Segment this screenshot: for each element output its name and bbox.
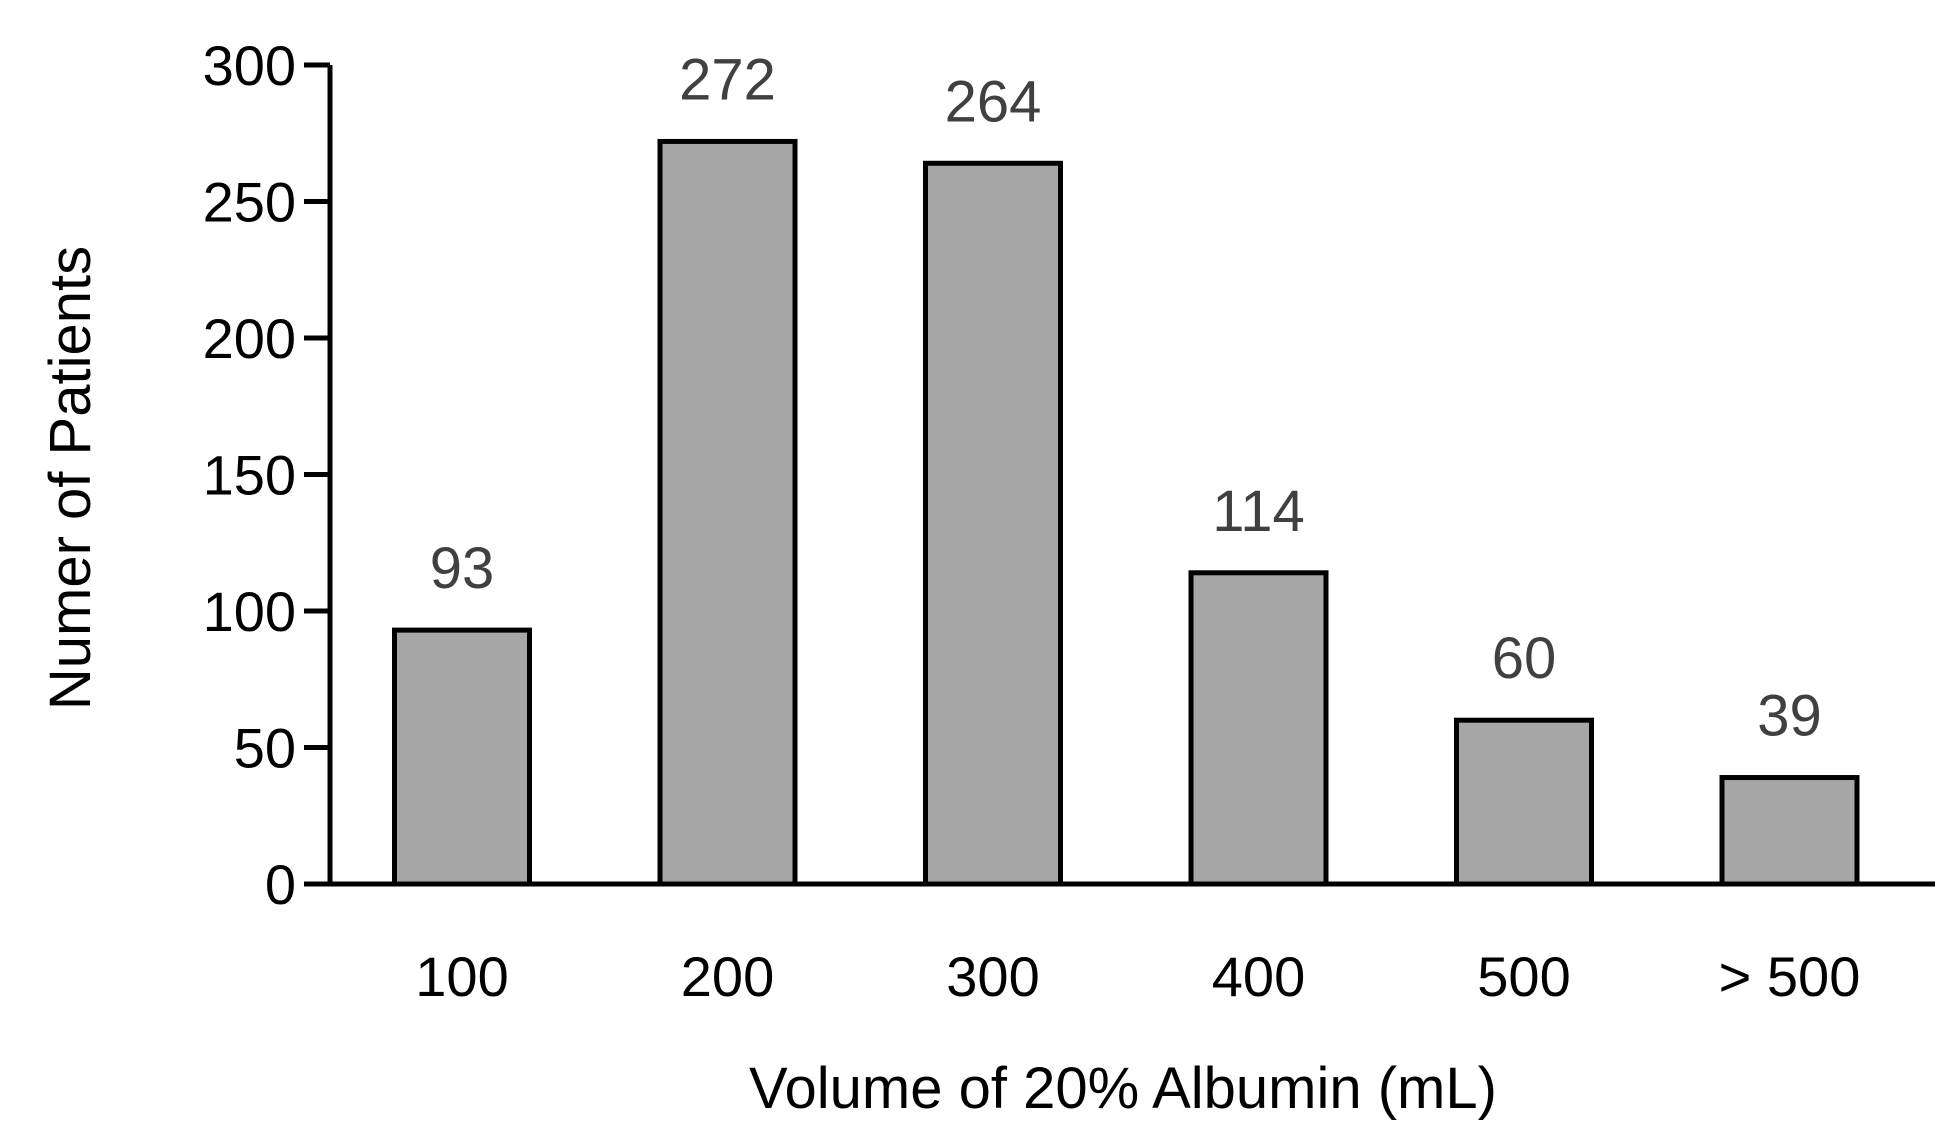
bar-200 [657,138,798,887]
data-label: 114 [1212,479,1304,544]
x-tick-label: 500 [1477,945,1570,1008]
x-axis-title: Volume of 20% Albumin (mL) [749,1056,1497,1121]
data-labels: 93 272 264 114 60 39 [430,47,1822,748]
bars [392,138,1860,887]
y-tick-label: 50 [234,717,296,780]
bar-300 [923,160,1063,887]
data-label: 93 [430,536,495,601]
y-tick-label: 200 [203,307,296,370]
bar-100 [392,627,532,887]
x-tick-label: 100 [415,945,508,1008]
x-tick-label: > 500 [1719,945,1861,1008]
data-label: 60 [1492,626,1557,691]
y-tick-label: 250 [203,171,296,234]
x-tick-label: 200 [681,945,774,1008]
y-tick-label: 300 [203,34,296,97]
y-tick-label: 0 [265,853,296,916]
y-axis-title: Numer of Patients [38,246,103,710]
bar-500 [1719,775,1860,887]
x-tick-label: 300 [946,945,1039,1008]
y-tick-label: 100 [203,580,296,643]
bar-400 [1188,570,1329,887]
bar-500 [1454,717,1594,887]
y-axis-ticks: 0 50 100 150 200 250 300 [203,34,330,916]
x-axis-ticks: 100 200 300 400 500 > 500 [415,945,1860,1008]
data-label: 272 [679,47,776,112]
y-tick-label: 150 [203,444,296,507]
axes [304,62,1935,887]
x-tick-label: 400 [1212,945,1305,1008]
data-label: 39 [1757,684,1822,749]
data-label: 264 [945,69,1042,134]
